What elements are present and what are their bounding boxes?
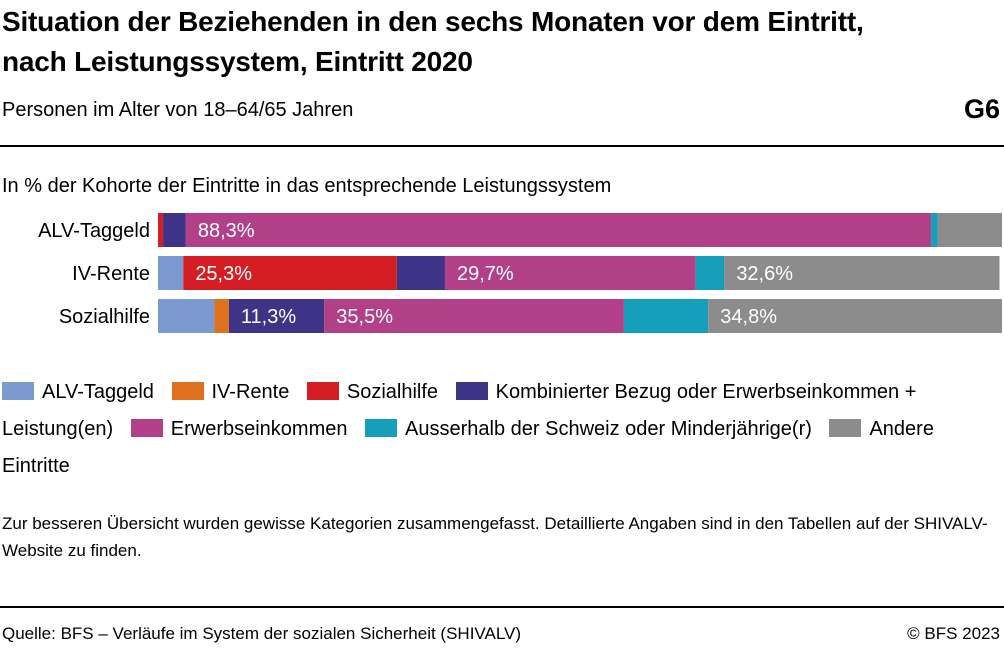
legend-label: ALV-Taggeld: [42, 381, 154, 403]
data-label: 32,6%: [736, 263, 793, 285]
legend-item-andere: Andere Eintritte: [2, 418, 934, 477]
bar-alv-taggeld-sozialhilfe: [158, 213, 164, 247]
bar-alv-taggeld-erwerb: [185, 213, 932, 247]
legend-label: Erwerbseinkommen: [170, 418, 348, 440]
category-label-sozialhilfe: Sozialhilfe: [59, 306, 150, 328]
bar-sozialhilfe-erwerb: [324, 299, 624, 333]
legend-label: Andere Eintritte: [2, 418, 934, 477]
legend-item-erwerb: Erwerbseinkommen: [130, 418, 348, 440]
bar-sozialhilfe-iv: [214, 299, 229, 333]
bar-iv-rente-sozialhilfe: [183, 256, 397, 290]
legend-swatch: [130, 419, 163, 437]
top-divider: [0, 145, 1004, 147]
legend-swatch: [365, 419, 398, 437]
stacked-bar-chart: ALV-Taggeld IV-Rente Sozialhilfe 88,3% 25,3%…: [38, 213, 1002, 333]
legend-label: Sozialhilfe: [346, 381, 439, 403]
chart-subtitle: Personen im Alter von 18–64/65 Jahren: [2, 99, 354, 121]
data-label: 29,7%: [457, 263, 514, 285]
bar-sozialhilfe-alv: [158, 299, 215, 333]
bar-iv-rente-ausserhalb: [695, 256, 725, 290]
bar-iv-rente-andere: [724, 256, 1000, 290]
chart-id: G6: [963, 94, 1000, 124]
data-label: 35,5%: [336, 306, 393, 328]
legend-swatch: [306, 382, 339, 400]
copyright: © BFS 2023: [907, 624, 1000, 643]
data-label: 25,3%: [195, 263, 252, 285]
data-label: 11,3%: [241, 306, 296, 328]
legend-item-iv: IV-Rente: [171, 381, 290, 403]
chart-title: Situation der Beziehenden in den sechs M…: [2, 6, 864, 77]
footnote: Zur besseren Übersicht wurden gewisse Ka…: [2, 514, 988, 560]
legend-swatch: [829, 419, 862, 437]
unit-label: In % der Kohorte der Eintritte in das en…: [2, 175, 612, 197]
bottom-divider: [0, 606, 1004, 608]
legend-item-sozialhilfe: Sozialhilfe: [306, 381, 439, 403]
legend-swatch: [2, 382, 34, 400]
category-label-iv-rente: IV-Rente: [72, 263, 150, 285]
bar-alv-taggeld-kombiniert: [163, 213, 186, 247]
legend-swatch: [171, 382, 204, 400]
bar-alv-taggeld-andere: [937, 213, 1002, 247]
category-label-alv-taggeld: ALV-Taggeld: [38, 220, 150, 242]
bar-sozialhilfe-kombiniert: [228, 299, 325, 333]
legend-label: Ausserhalb der Schweiz oder Minderjährig…: [405, 418, 812, 440]
legend-label: IV-Rente: [211, 381, 290, 403]
bar-iv-rente-erwerb: [444, 256, 696, 290]
legend: ALV-Taggeld IV-Rente Sozialhilfe Kombini…: [2, 374, 1002, 485]
data-label: 34,8%: [720, 306, 777, 328]
legend-item-kombiniert: Kombinierter Bezug oder Erwerbseinkommen…: [2, 381, 916, 440]
legend-item-alv: ALV-Taggeld: [2, 381, 154, 403]
legend-label: Kombinierter Bezug oder Erwerbseinkommen…: [2, 381, 917, 440]
bar-sozialhilfe-andere: [708, 299, 1002, 333]
legend-item-ausserhalb: Ausserhalb der Schweiz oder Minderjährig…: [365, 418, 812, 440]
bar-alv-taggeld-ausserhalb: [931, 213, 938, 247]
bar-iv-rente-kombiniert: [396, 256, 445, 290]
bar-iv-rente-alv: [158, 256, 184, 290]
legend-swatch: [455, 382, 488, 400]
source-line: Quelle: BFS – Verläufe im System der soz…: [2, 624, 522, 643]
bar-sozialhilfe-ausserhalb: [623, 299, 709, 333]
data-label: 88,3%: [198, 220, 255, 242]
